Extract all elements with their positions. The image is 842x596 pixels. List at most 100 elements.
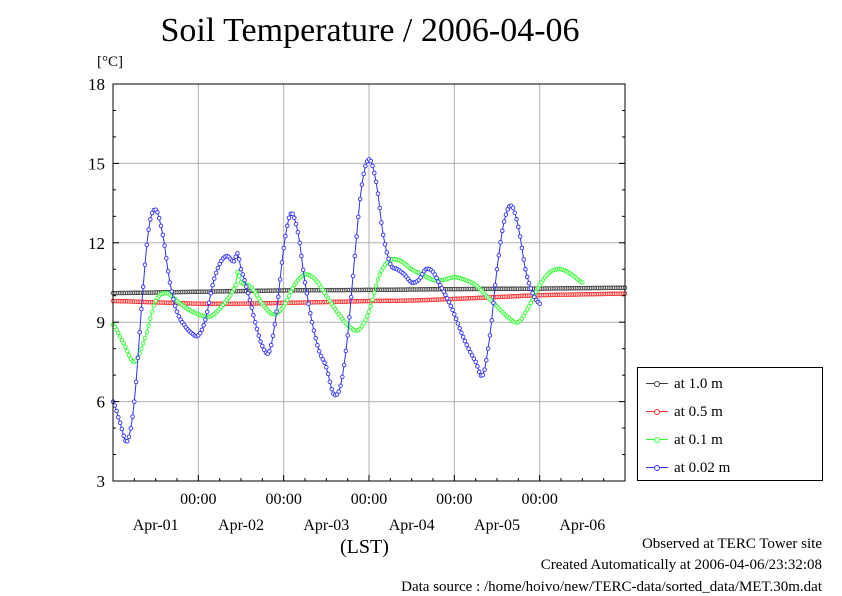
series-point-3 [213, 270, 219, 276]
series-point-3 [140, 284, 146, 290]
series-point-3 [496, 253, 502, 258]
series-point-3 [174, 309, 180, 314]
series-point-3 [361, 171, 366, 177]
series-point-3 [277, 277, 283, 282]
series-point-2 [139, 346, 144, 351]
series-point-3 [476, 369, 482, 375]
series-point-3 [324, 364, 329, 370]
series-point-3 [350, 273, 356, 279]
series-point-2 [361, 321, 366, 326]
series-point-2 [149, 309, 155, 314]
series-point-3 [302, 280, 308, 285]
series-point-3 [293, 221, 299, 227]
series-point-3 [132, 399, 137, 404]
series-point-2 [228, 293, 233, 298]
series-point-2 [123, 344, 128, 350]
series-point-3 [485, 346, 491, 351]
series-point-3 [473, 359, 478, 365]
series-point-2 [526, 304, 532, 309]
series-point-2 [524, 307, 530, 312]
series-point-3 [137, 330, 142, 335]
series-point-3 [466, 346, 471, 351]
series-point-3 [318, 353, 324, 359]
series-point-2 [372, 290, 377, 296]
series-point-3 [286, 215, 292, 221]
series-point-3 [233, 254, 238, 259]
x-day-label: Apr-01 [133, 517, 179, 534]
legend-item-0-5m: at 0.5 m [646, 402, 723, 422]
series-point-2 [116, 330, 121, 336]
series-point-3 [375, 191, 381, 196]
series-point-3 [313, 335, 318, 341]
y-tick-label-6: 6 [97, 393, 106, 412]
series-point-3 [341, 362, 347, 368]
series-point-2 [377, 272, 382, 277]
legend-label-0-02m: at 0.02 m [674, 459, 731, 476]
series-point-3 [386, 256, 391, 262]
series-point-2 [148, 316, 153, 321]
series-point-3 [212, 276, 217, 281]
legend-item-0-02m: at 0.02 m [646, 458, 730, 478]
legend-swatch-0-02m [646, 463, 668, 473]
series-point-3 [336, 389, 342, 394]
series-point-3 [217, 261, 222, 267]
series-point-3 [494, 267, 500, 272]
series-point-3 [146, 227, 151, 232]
series-point-3 [357, 196, 363, 202]
series-point-3 [201, 323, 206, 328]
series-point-3 [112, 403, 118, 408]
series-point-3 [356, 214, 361, 220]
series-point-3 [484, 357, 489, 363]
series-point-3 [247, 297, 253, 303]
series-point-3 [208, 291, 214, 296]
series-point-3 [245, 290, 251, 296]
series-point-3 [452, 312, 457, 317]
y-tick-label-3: 3 [97, 472, 106, 491]
series-point-3 [347, 315, 352, 320]
series-point-3 [487, 333, 493, 338]
series-point-3 [311, 328, 317, 333]
series-point-2 [151, 303, 157, 308]
x-axis-unit: (LST) [340, 536, 389, 558]
series-point-3 [281, 245, 286, 251]
series-point-3 [309, 319, 315, 325]
series-point-3 [206, 300, 212, 305]
series-line-2 [112, 258, 583, 363]
series-point-3 [272, 322, 278, 327]
series-point-3 [240, 272, 246, 277]
series-point-3 [167, 280, 173, 285]
x-day-label: Apr-06 [559, 517, 605, 534]
series-point-2 [146, 323, 151, 328]
series-point-3 [144, 242, 150, 248]
series-point-3 [114, 408, 119, 414]
series-point-3 [372, 170, 377, 176]
legend: at 1.0 m at 0.5 m at 0.1 m at 0.02 m [637, 367, 823, 481]
series-point-3 [432, 272, 438, 277]
series-point-3 [164, 256, 169, 261]
series-point-3 [299, 253, 304, 259]
series-point-2 [286, 293, 292, 299]
legend-label-0-5m: at 0.5 m [674, 403, 723, 420]
series-point-3 [519, 245, 525, 251]
y-tick-label-18: 18 [88, 75, 105, 94]
series-point-3 [437, 282, 443, 288]
series-point-3 [117, 420, 123, 426]
series-2 [110, 256, 585, 365]
series-point-3 [322, 360, 327, 366]
series-point-3 [252, 319, 258, 325]
series-point-2 [144, 330, 150, 335]
series-point-3 [459, 330, 464, 336]
series-point-3 [290, 211, 295, 217]
series-point-3 [521, 257, 526, 262]
series-point-3 [142, 262, 148, 267]
series-point-3 [500, 228, 505, 234]
legend-swatch-1m [646, 379, 668, 389]
series-point-3 [340, 374, 345, 380]
series-point-3 [139, 306, 144, 312]
series-point-3 [537, 301, 542, 306]
series-point-3 [204, 309, 210, 315]
series-point-3 [460, 334, 466, 340]
series-point-3 [126, 434, 132, 439]
series-point-3 [316, 349, 322, 354]
series-point-3 [158, 223, 164, 229]
